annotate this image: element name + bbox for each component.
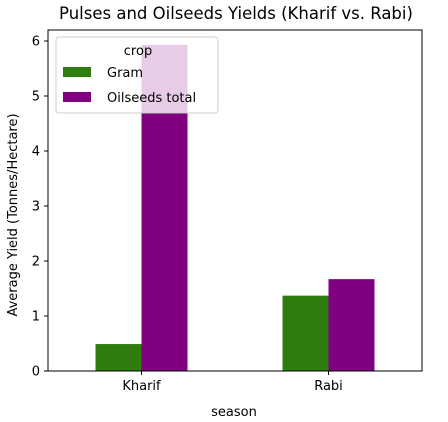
legend-swatch-gram <box>63 67 91 77</box>
x-axis-ticks: Kharif Rabi <box>122 371 343 394</box>
y-tick-label: 3 <box>32 200 40 215</box>
y-axis-ticks: 0 1 2 3 4 5 6 <box>32 35 48 380</box>
legend-label: Gram <box>107 66 143 81</box>
y-tick-label: 2 <box>32 255 40 270</box>
y-tick-label: 5 <box>32 90 40 105</box>
legend-swatch-oilseeds-total <box>63 92 91 102</box>
y-tick-label: 4 <box>32 145 40 160</box>
legend: crop Gram Oilseeds total <box>55 36 219 114</box>
bar-gram-kharif <box>95 344 142 371</box>
chart-title: Pulses and Oilseeds Yields (Kharif vs. R… <box>59 4 413 23</box>
x-tick-label: Kharif <box>122 379 161 394</box>
y-tick-label: 1 <box>32 310 40 325</box>
legend-title: crop <box>124 44 152 59</box>
x-axis-label: season <box>211 405 257 420</box>
y-tick-label: 6 <box>32 35 40 50</box>
y-tick-label: 0 <box>32 365 40 380</box>
y-axis-label: Average Yield (Tonnes/Hectare) <box>6 113 21 316</box>
plot-frame <box>47 29 423 372</box>
bar-gram-rabi <box>282 295 329 371</box>
x-tick-label: Rabi <box>314 379 343 394</box>
legend-box <box>55 36 219 114</box>
bar-oilseeds-total-rabi <box>328 279 375 371</box>
legend-label: Oilseeds total <box>107 91 196 106</box>
